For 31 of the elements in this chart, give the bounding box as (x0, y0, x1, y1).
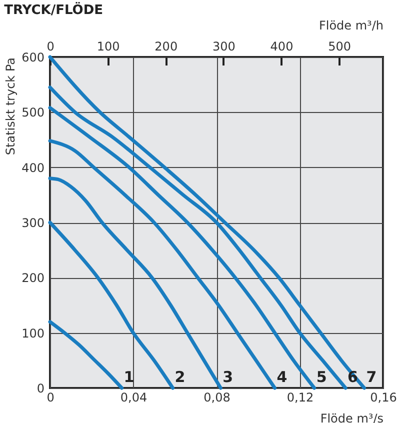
x2-axis-title: Flöde m³/h (318, 18, 384, 32)
x2-tick-label: 200 (154, 40, 178, 54)
y-tick-label: 500 (22, 106, 44, 120)
y-tick-label: 300 (22, 216, 44, 230)
x-tick-label: 0,04 (120, 390, 148, 404)
x-tick-label: 0,16 (370, 390, 397, 404)
x-tick-label: 0,08 (204, 390, 230, 404)
x2-tick-label: 0 (46, 40, 54, 54)
chart-title: TRYCK/FLÖDE (4, 1, 103, 18)
line-series (48, 139, 277, 390)
line-series (48, 176, 222, 390)
x2-tick-label: 300 (212, 40, 236, 54)
x2-tick-label: 100 (96, 40, 120, 54)
line-series (48, 320, 124, 390)
line-series (48, 220, 175, 390)
x-tick-label: 0 (46, 390, 54, 404)
y-tick-label: 400 (22, 160, 44, 175)
x-tick-label: 0,12 (286, 390, 314, 404)
y-tick-label: 200 (22, 271, 44, 286)
series-label: 7 (366, 368, 377, 386)
x2-tick-label: 500 (328, 40, 352, 54)
series-label: 4 (276, 368, 288, 386)
y-axis-title: Statiskt tryck Pa (4, 58, 18, 156)
series-label: 5 (316, 368, 327, 386)
series-label: 3 (222, 368, 234, 386)
line-series (48, 106, 316, 390)
x2-tick-label: 400 (270, 40, 294, 54)
y-tick-label: 0 (36, 382, 44, 396)
y-tick-label: 600 (22, 50, 44, 64)
y-tick-label: 100 (22, 326, 44, 340)
series-label: 2 (174, 368, 186, 386)
